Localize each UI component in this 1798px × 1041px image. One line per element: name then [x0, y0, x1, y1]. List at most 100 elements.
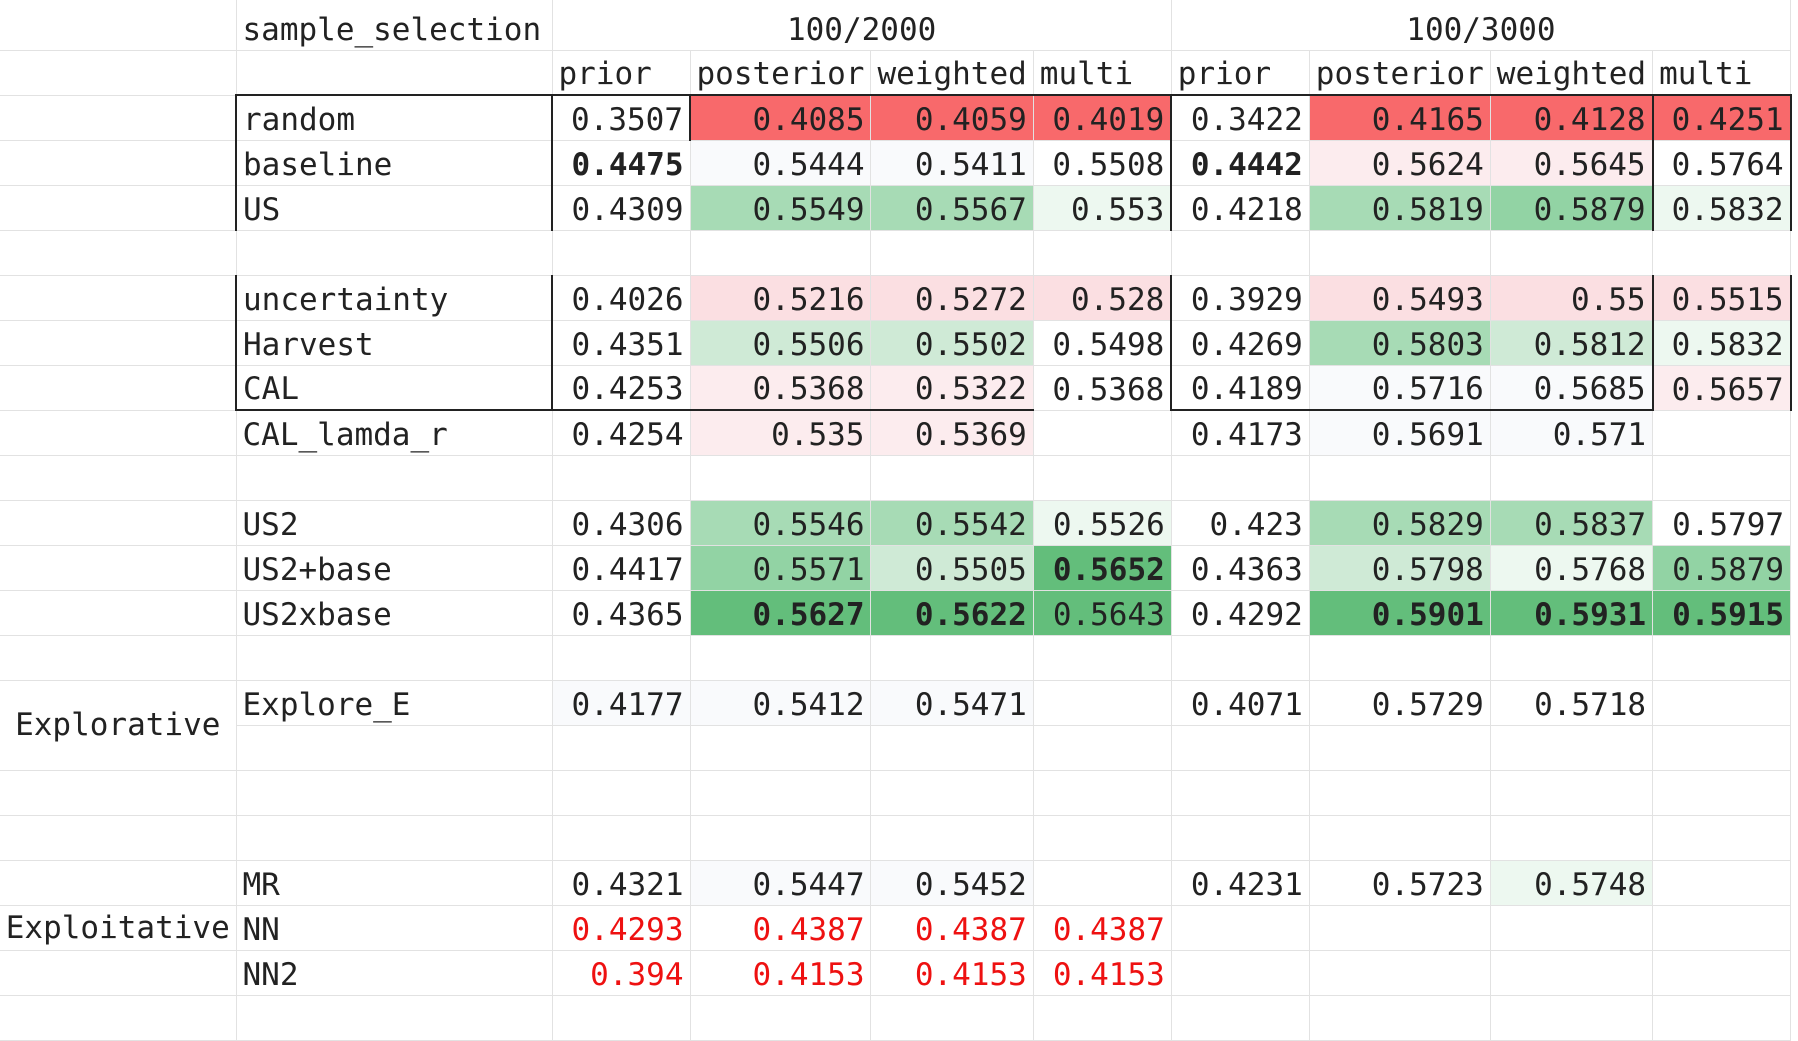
- sheet-cell[interactable]: sample_selection: [236, 0, 553, 51]
- sheet-cell[interactable]: [236, 635, 553, 681]
- sheet-cell[interactable]: 0.4363: [1171, 545, 1310, 591]
- sheet-cell[interactable]: 0.4251: [1652, 95, 1792, 141]
- sheet-cell[interactable]: [690, 725, 872, 771]
- sheet-cell[interactable]: [690, 995, 872, 1041]
- sheet-cell[interactable]: [1490, 770, 1654, 816]
- sheet-cell[interactable]: 0.553: [1033, 185, 1173, 231]
- sheet-cell[interactable]: 0.5764: [1652, 140, 1792, 186]
- sheet-cell[interactable]: [1033, 455, 1172, 501]
- sheet-cell[interactable]: [1171, 905, 1310, 951]
- sheet-cell[interactable]: 0.4417: [552, 545, 691, 591]
- sheet-cell[interactable]: CAL_lamda_r: [236, 410, 553, 456]
- sheet-cell[interactable]: 0.5412: [690, 680, 872, 726]
- sheet-cell[interactable]: [1171, 815, 1310, 861]
- sheet-cell[interactable]: 0.5368: [1033, 365, 1173, 411]
- sheet-cell[interactable]: 0.394: [552, 950, 691, 996]
- sheet-cell[interactable]: 0.5571: [690, 545, 872, 591]
- sheet-cell[interactable]: 0.3507: [552, 95, 691, 141]
- sheet-cell[interactable]: 0.4019: [1033, 95, 1173, 141]
- sheet-cell[interactable]: [0, 455, 237, 501]
- sheet-cell[interactable]: [870, 230, 1034, 276]
- sheet-cell[interactable]: 0.5768: [1490, 545, 1654, 591]
- sheet-cell[interactable]: 0.4253: [552, 365, 691, 411]
- sheet-cell[interactable]: 0.5542: [870, 500, 1034, 546]
- sheet-cell[interactable]: [0, 320, 237, 366]
- sheet-cell[interactable]: 0.4153: [690, 950, 872, 996]
- sheet-cell[interactable]: [1652, 905, 1792, 951]
- sheet-cell[interactable]: [552, 815, 691, 861]
- sheet-cell[interactable]: [1652, 725, 1792, 771]
- sheet-cell[interactable]: [1309, 815, 1491, 861]
- sheet-cell[interactable]: 0.5645: [1490, 140, 1654, 186]
- sheet-cell[interactable]: 0.5216: [690, 275, 872, 321]
- sheet-cell[interactable]: [1171, 770, 1310, 816]
- sheet-cell[interactable]: [236, 995, 553, 1041]
- sheet-cell[interactable]: [0, 500, 237, 546]
- sheet-cell[interactable]: Harvest: [235, 320, 553, 366]
- sheet-cell[interactable]: [1652, 680, 1792, 726]
- sheet-cell[interactable]: 100/2000: [552, 0, 1172, 51]
- sheet-cell[interactable]: [1033, 995, 1172, 1041]
- sheet-cell[interactable]: [1490, 950, 1654, 996]
- sheet-cell[interactable]: 0.5505: [870, 545, 1034, 591]
- sheet-cell[interactable]: 0.4293: [552, 905, 691, 951]
- sheet-cell[interactable]: 0.5506: [690, 320, 872, 366]
- sheet-cell[interactable]: 0.5718: [1490, 680, 1654, 726]
- sheet-cell[interactable]: multi: [1652, 50, 1792, 96]
- sheet-cell[interactable]: [0, 185, 237, 231]
- sheet-cell[interactable]: [0, 590, 237, 636]
- sheet-cell[interactable]: [1309, 455, 1491, 501]
- sheet-cell[interactable]: [236, 815, 553, 861]
- sheet-cell[interactable]: 0.5652: [1033, 545, 1172, 591]
- sheet-cell[interactable]: 0.4309: [552, 185, 691, 231]
- sheet-cell[interactable]: [0, 140, 237, 186]
- sheet-cell[interactable]: 0.5797: [1652, 500, 1792, 546]
- sheet-cell[interactable]: [552, 230, 691, 276]
- sheet-cell[interactable]: 0.4387: [690, 905, 872, 951]
- sheet-cell[interactable]: 0.423: [1171, 500, 1310, 546]
- sheet-cell[interactable]: [1309, 770, 1491, 816]
- sheet-cell[interactable]: [1652, 770, 1792, 816]
- sheet-cell[interactable]: 0.4071: [1171, 680, 1310, 726]
- sheet-cell[interactable]: Explore_E: [236, 680, 553, 726]
- sheet-cell[interactable]: [1171, 725, 1310, 771]
- sheet-cell[interactable]: [236, 770, 553, 816]
- sheet-cell[interactable]: [870, 770, 1034, 816]
- sheet-cell[interactable]: baseline: [235, 140, 553, 186]
- sheet-cell[interactable]: 0.4292: [1171, 590, 1310, 636]
- sheet-cell[interactable]: [236, 725, 553, 771]
- sheet-cell[interactable]: [1490, 230, 1654, 276]
- sheet-cell[interactable]: 0.4306: [552, 500, 691, 546]
- sheet-cell[interactable]: 0.5498: [1033, 320, 1173, 366]
- sheet-cell[interactable]: [0, 95, 237, 141]
- sheet-cell[interactable]: 0.4231: [1171, 860, 1310, 906]
- sheet-cell[interactable]: [1033, 230, 1172, 276]
- sheet-cell[interactable]: [870, 635, 1034, 681]
- sheet-cell[interactable]: prior: [552, 50, 691, 96]
- sheet-cell[interactable]: weighted: [870, 50, 1034, 96]
- sheet-cell[interactable]: [0, 275, 237, 321]
- sheet-cell[interactable]: 0.5471: [870, 680, 1034, 726]
- sheet-cell[interactable]: 0.4387: [870, 905, 1034, 951]
- sheet-cell[interactable]: 0.5622: [870, 590, 1034, 636]
- sheet-cell[interactable]: 0.5444: [690, 140, 872, 186]
- sheet-cell[interactable]: 100/3000: [1171, 0, 1792, 51]
- sheet-cell[interactable]: [552, 455, 691, 501]
- sheet-cell[interactable]: 0.5526: [1033, 500, 1172, 546]
- sheet-cell[interactable]: 0.5493: [1309, 275, 1491, 321]
- sheet-cell[interactable]: [1490, 905, 1654, 951]
- sheet-cell[interactable]: 0.5931: [1490, 590, 1654, 636]
- sheet-cell[interactable]: 0.5803: [1309, 320, 1491, 366]
- sheet-cell[interactable]: MR: [236, 860, 553, 906]
- sheet-cell[interactable]: 0.5447: [690, 860, 872, 906]
- sheet-cell[interactable]: [1309, 995, 1491, 1041]
- sheet-cell[interactable]: uncertainty: [235, 275, 553, 321]
- sheet-cell[interactable]: 0.5829: [1309, 500, 1491, 546]
- sheet-cell[interactable]: 0.4254: [552, 410, 691, 456]
- sheet-cell[interactable]: US: [235, 185, 553, 231]
- sheet-cell[interactable]: [1652, 635, 1792, 681]
- sheet-cell[interactable]: [1490, 815, 1654, 861]
- sheet-cell[interactable]: [0, 815, 237, 861]
- sheet-cell[interactable]: 0.4321: [552, 860, 691, 906]
- sheet-cell[interactable]: [1033, 725, 1172, 771]
